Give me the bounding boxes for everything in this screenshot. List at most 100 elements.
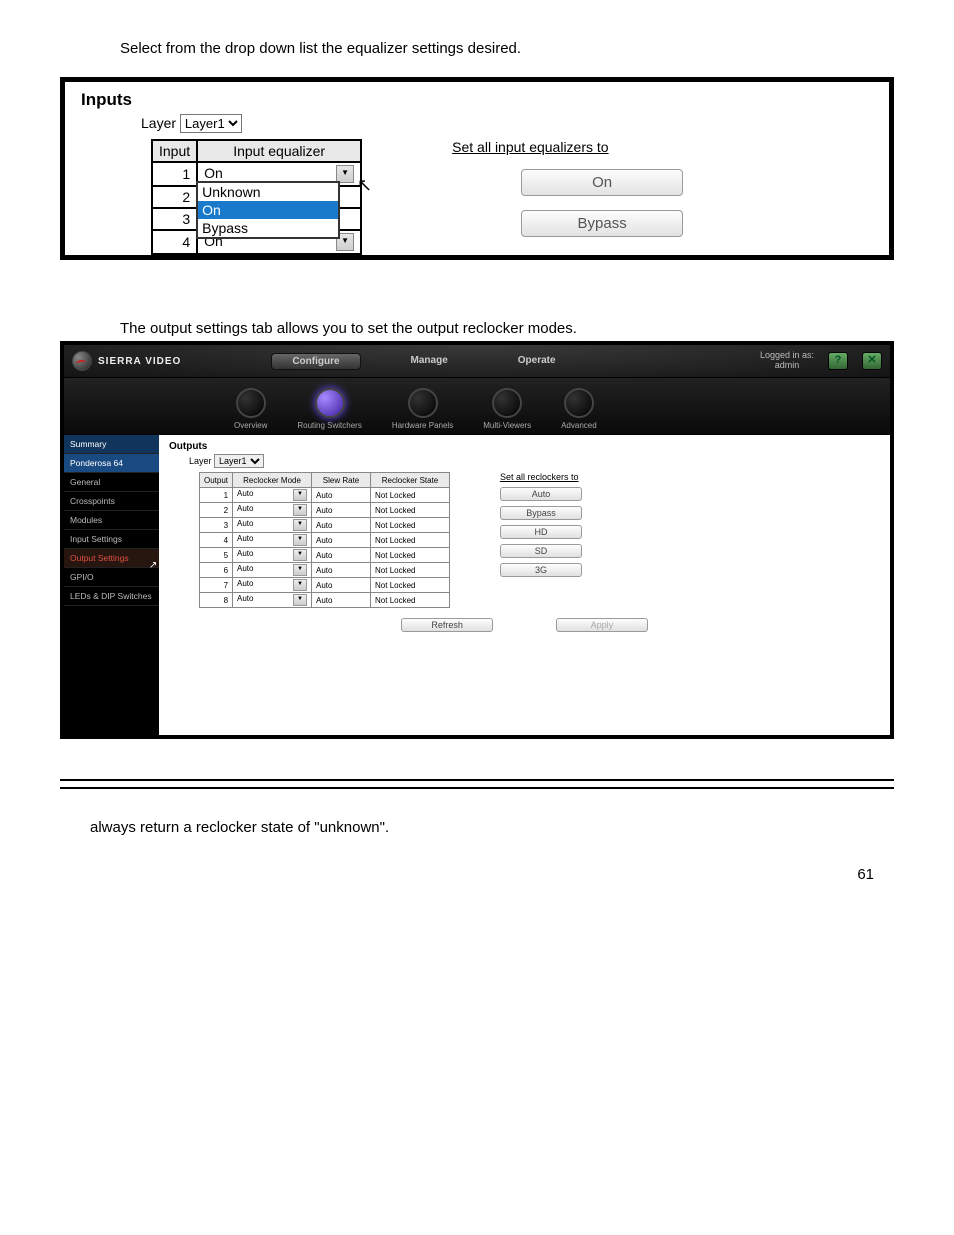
reclocker-3g-button[interactable]: 3G xyxy=(500,563,582,577)
slew-rate-cell: Auto xyxy=(312,518,371,533)
dropdown-arrow-icon[interactable]: ▼ xyxy=(293,519,307,531)
sidebar-item-general[interactable]: General xyxy=(64,473,159,492)
output-row: 6Auto▼AutoNot Locked xyxy=(200,563,450,578)
sidebar-item-ponderosa[interactable]: Ponderosa 64 xyxy=(64,454,159,473)
instruction-text-2: The output settings tab allows you to se… xyxy=(120,320,894,337)
reclocker-mode-cell[interactable]: Auto▼ xyxy=(233,533,312,548)
reclocker-state-cell: Not Locked xyxy=(371,488,450,503)
layer-select[interactable]: Layer1 xyxy=(180,114,242,133)
sidebar-item-input-settings[interactable]: Input Settings xyxy=(64,530,159,549)
output-num: 5 xyxy=(200,548,233,563)
subnav-multi-viewers[interactable]: Multi-Viewers xyxy=(483,388,531,434)
reclocker-state-cell: Not Locked xyxy=(371,518,450,533)
output-num: 8 xyxy=(200,593,233,608)
sub-nav: Overview Routing Switchers Hardware Pane… xyxy=(64,378,890,435)
reclocker-auto-button[interactable]: Auto xyxy=(500,487,582,501)
footer-buttons: Refresh Apply xyxy=(169,608,880,642)
set-all-column: Set all input equalizers to On Bypass xyxy=(452,139,752,251)
outputs-layer-select[interactable]: Layer1 xyxy=(214,454,264,468)
sidebar-item-modules[interactable]: Modules xyxy=(64,511,159,530)
tab-operate[interactable]: Operate xyxy=(498,353,576,370)
set-all-reclockers-col: Set all reclockers to Auto Bypass HD SD … xyxy=(500,472,582,608)
outputs-section: The output settings tab allows you to se… xyxy=(60,320,894,739)
subnav-hardware-panels[interactable]: Hardware Panels xyxy=(392,388,453,434)
logo-icon xyxy=(72,351,92,371)
help-icon[interactable]: ? xyxy=(828,352,848,370)
refresh-button[interactable]: Refresh xyxy=(401,618,493,632)
reclocker-state-cell: Not Locked xyxy=(371,578,450,593)
inputs-panel: Inputs Layer Layer1 Input Input equalize… xyxy=(60,77,894,260)
output-num: 1 xyxy=(200,488,233,503)
output-row: 8Auto▼AutoNot Locked xyxy=(200,593,450,608)
reclocker-mode-cell[interactable]: Auto▼ xyxy=(233,548,312,563)
apply-button[interactable]: Apply xyxy=(556,618,648,632)
tab-configure[interactable]: Configure xyxy=(271,353,360,370)
set-all-label: Set all input equalizers to xyxy=(452,139,752,155)
exit-icon[interactable]: ✕ xyxy=(862,352,882,370)
reclocker-state-cell: Not Locked xyxy=(371,593,450,608)
sidebar-item-gpio[interactable]: GPI/O xyxy=(64,568,159,587)
reclocker-mode-cell[interactable]: Auto▼ xyxy=(233,593,312,608)
col-input: Input xyxy=(152,140,197,162)
reclocker-sd-button[interactable]: SD xyxy=(500,544,582,558)
reclocker-state-cell: Not Locked xyxy=(371,503,450,518)
output-row: 5Auto▼AutoNot Locked xyxy=(200,548,450,563)
slew-rate-cell: Auto xyxy=(312,578,371,593)
output-num: 3 xyxy=(200,518,233,533)
sidebar-item-leds-dip[interactable]: LEDs & DIP Switches xyxy=(64,587,159,606)
subnav-advanced[interactable]: Advanced xyxy=(561,388,597,434)
subnav-overview[interactable]: Overview xyxy=(234,388,267,434)
top-tabs: Configure Manage Operate xyxy=(271,353,575,370)
sidebar-item-crosspoints[interactable]: Crosspoints xyxy=(64,492,159,511)
col-slew-rate: Slew Rate xyxy=(312,473,371,488)
dropdown-opt-unknown[interactable]: Unknown xyxy=(198,183,338,201)
dropdown-opt-bypass[interactable]: Bypass xyxy=(198,219,338,237)
divider-pair xyxy=(60,779,894,789)
app-header: SIERRA VIDEO Configure Manage Operate Lo… xyxy=(64,345,890,378)
dropdown-arrow-icon[interactable]: ▼ xyxy=(293,489,307,501)
input-num-3: 3 xyxy=(152,208,197,230)
main-content: Outputs Layer Layer1 Output Reclocker Mo… xyxy=(159,435,890,735)
set-all-bypass-button[interactable]: Bypass xyxy=(521,210,683,237)
dropdown-arrow-icon[interactable]: ▼ xyxy=(293,534,307,546)
output-row: 7Auto▼AutoNot Locked xyxy=(200,578,450,593)
sidebar-item-output-settings[interactable]: Output Settings xyxy=(64,549,159,568)
dropdown-arrow-icon[interactable]: ▼ xyxy=(293,594,307,606)
set-all-reclockers-label: Set all reclockers to xyxy=(500,472,582,482)
dropdown-opt-on[interactable]: On xyxy=(198,201,338,219)
input-num-4: 4 xyxy=(152,230,197,254)
reclocker-state-cell: Not Locked xyxy=(371,563,450,578)
layer-selector-row: Layer Layer1 xyxy=(141,114,873,133)
login-info: Logged in as: admin xyxy=(760,351,814,371)
reclocker-state-cell: Not Locked xyxy=(371,533,450,548)
slew-rate-cell: Auto xyxy=(312,563,371,578)
dropdown-arrow-icon[interactable]: ▼ xyxy=(293,504,307,516)
reclocker-mode-cell[interactable]: Auto▼ xyxy=(233,578,312,593)
equalizer-dropdown-list[interactable]: Unknown On Bypass xyxy=(196,181,340,239)
sidebar: Summary Ponderosa 64 General Crosspoints… xyxy=(64,435,159,735)
output-num: 6 xyxy=(200,563,233,578)
reclocker-mode-cell[interactable]: Auto▼ xyxy=(233,503,312,518)
dropdown-arrow-icon[interactable]: ▼ xyxy=(293,579,307,591)
col-output: Output xyxy=(200,473,233,488)
reclocker-mode-cell[interactable]: Auto▼ xyxy=(233,518,312,533)
equalizer-cell-1[interactable]: On ▼ Unknown On Bypass ↖ xyxy=(197,162,361,186)
set-all-on-button[interactable]: On xyxy=(521,169,683,196)
reclocker-hd-button[interactable]: HD xyxy=(500,525,582,539)
tab-manage[interactable]: Manage xyxy=(391,353,468,370)
reclocker-bypass-button[interactable]: Bypass xyxy=(500,506,582,520)
subnav-routing-switchers[interactable]: Routing Switchers xyxy=(297,388,361,434)
dropdown-arrow-icon[interactable]: ▼ xyxy=(293,564,307,576)
reclocker-mode-cell[interactable]: Auto▼ xyxy=(233,563,312,578)
reclocker-mode-cell[interactable]: Auto▼ xyxy=(233,488,312,503)
sierra-video-app: SIERRA VIDEO Configure Manage Operate Lo… xyxy=(60,341,894,739)
outputs-table: Output Reclocker Mode Slew Rate Reclocke… xyxy=(199,472,450,608)
sidebar-item-summary[interactable]: Summary xyxy=(64,435,159,454)
col-reclocker-state: Reclocker State xyxy=(371,473,450,488)
slew-rate-cell: Auto xyxy=(312,503,371,518)
col-reclocker-mode: Reclocker Mode xyxy=(233,473,312,488)
dropdown-arrow-icon[interactable]: ▼ xyxy=(293,549,307,561)
outputs-layer-row: Layer Layer1 xyxy=(189,454,880,468)
output-num: 7 xyxy=(200,578,233,593)
reclocker-state-cell: Not Locked xyxy=(371,548,450,563)
